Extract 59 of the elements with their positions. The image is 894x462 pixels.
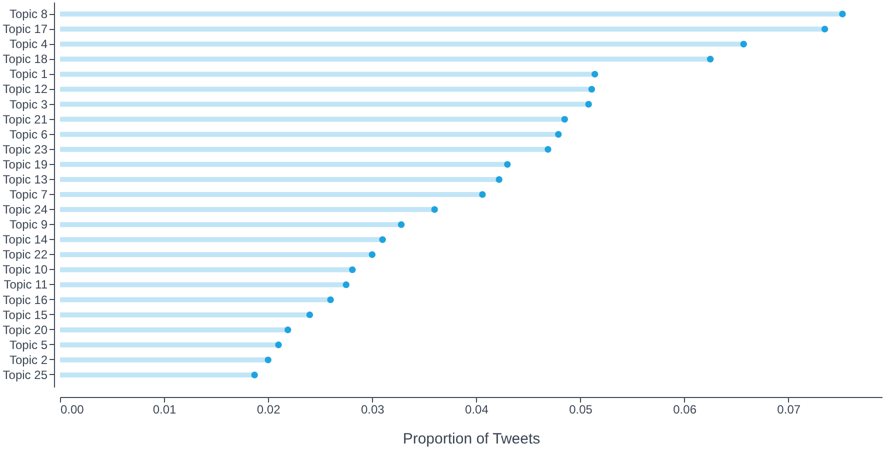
point: [284, 326, 292, 334]
y-tick-label: Topic 9: [9, 218, 48, 232]
x-tick-label: 0.04: [465, 402, 489, 416]
point: [264, 356, 272, 364]
y-tick-label: Topic 7: [9, 188, 48, 202]
y-tick-label: Topic 8: [9, 7, 48, 22]
y-tick-label: Topic 11: [4, 278, 48, 292]
x-tick-label: 0.05: [569, 402, 593, 416]
point: [496, 176, 502, 183]
point: [561, 116, 568, 123]
y-tick-label: Topic 23: [2, 142, 48, 156]
y-tick-label: Topic 12: [2, 82, 48, 96]
y-tick-label: Topic 2: [9, 352, 48, 367]
point: [839, 10, 846, 18]
x-axis-title: Proportion of Tweets: [402, 430, 540, 448]
point: [342, 281, 350, 288]
point: [251, 372, 258, 378]
point: [504, 161, 511, 168]
y-tick-label: Topic 25: [2, 368, 48, 382]
y-tick-label: Topic 6: [9, 127, 48, 142]
x-tick-label: 0.01: [152, 402, 177, 416]
point: [544, 146, 552, 153]
y-tick-label: Topic 18: [2, 52, 48, 66]
point: [398, 221, 405, 228]
point: [431, 206, 438, 213]
x-tick-label: 0.03: [360, 402, 385, 416]
point: [588, 86, 596, 93]
point: [740, 40, 747, 48]
y-tick-label: Topic 14: [2, 232, 48, 247]
y-tick-label: Topic 3: [9, 97, 48, 112]
point: [821, 26, 828, 32]
point: [349, 266, 356, 274]
y-tick-label: Topic 24: [2, 202, 48, 217]
y-tick-label: Topic 1: [9, 67, 48, 82]
y-tick-label: Topic 17: [2, 22, 48, 36]
y-tick-label: Topic 4: [9, 37, 48, 52]
point: [591, 70, 598, 78]
point: [479, 191, 486, 198]
y-tick-label: Topic 19: [2, 157, 48, 172]
y-tick-label: Topic 16: [2, 292, 48, 307]
x-tick-label: 0.06: [673, 402, 697, 416]
point: [706, 56, 714, 62]
y-tick-label: Topic 13: [2, 172, 48, 186]
point: [327, 296, 334, 304]
point: [555, 130, 562, 138]
y-tick-label: Topic 10: [2, 262, 48, 277]
y-tick-label: Topic 20: [2, 322, 48, 337]
point: [585, 100, 592, 108]
y-tick-label: Topic 15: [2, 308, 48, 322]
x-tick-label: 0.00: [60, 402, 84, 416]
y-tick-label: Topic 5: [9, 338, 48, 352]
point: [306, 311, 314, 318]
x-tick-label: 0.07: [777, 402, 801, 416]
point: [379, 236, 386, 243]
x-tick-label: 0.02: [256, 402, 281, 416]
point: [275, 342, 282, 348]
y-tick-label: Topic 21: [2, 112, 48, 126]
y-tick-label: Topic 22: [2, 248, 48, 262]
point: [368, 251, 376, 258]
